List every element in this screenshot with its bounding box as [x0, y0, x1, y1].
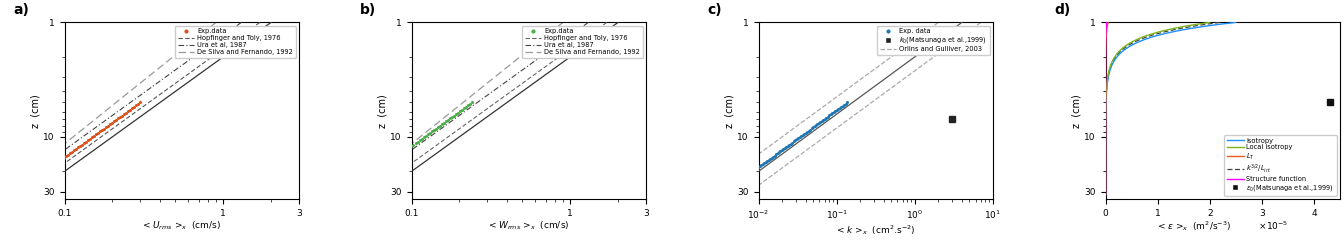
Y-axis label: z  (cm): z (cm): [724, 94, 735, 128]
X-axis label: < $k$ >$_x$  (cm$^2$.s$^{-2}$): < $k$ >$_x$ (cm$^2$.s$^{-2}$): [836, 223, 915, 237]
X-axis label: < $W_{rms}$ >$_x$  (cm/s): < $W_{rms}$ >$_x$ (cm/s): [488, 219, 570, 232]
Legend: Isotropy, Local isotropy, $L_T$, $k^{3/2}/L_{int}$, Structure function, $\epsilo: Isotropy, Local isotropy, $L_T$, $k^{3/2…: [1224, 135, 1337, 196]
X-axis label: < $\epsilon$ >$_x$  (m$^2$/s$^{-3}$)          $\times10^{-5}$: < $\epsilon$ >$_x$ (m$^2$/s$^{-3}$) $\ti…: [1157, 219, 1289, 233]
Text: c): c): [707, 2, 722, 17]
Legend: Exp.data, Hopfinger and Toly, 1976, Ura et al, 1987, De Silva and Fernando, 1992: Exp.data, Hopfinger and Toly, 1976, Ura …: [521, 26, 642, 58]
Text: b): b): [360, 2, 376, 17]
Legend: Exp. data, $k_0$(Matsunaga et al.,1999), Orlins and Gulliver, 2003: Exp. data, $k_0$(Matsunaga et al.,1999),…: [878, 26, 989, 55]
Y-axis label: z  (cm): z (cm): [1071, 94, 1082, 128]
Y-axis label: z  (cm): z (cm): [378, 94, 387, 128]
Y-axis label: z  (cm): z (cm): [31, 94, 40, 128]
Legend: Exp.data, Hopfinger and Toly, 1976, Ura et al, 1987, De Silva and Fernando, 1992: Exp.data, Hopfinger and Toly, 1976, Ura …: [175, 26, 296, 58]
Text: d): d): [1054, 2, 1070, 17]
Text: a): a): [13, 2, 28, 17]
X-axis label: < $U_{rms}$ >$_x$  (cm/s): < $U_{rms}$ >$_x$ (cm/s): [142, 219, 222, 232]
